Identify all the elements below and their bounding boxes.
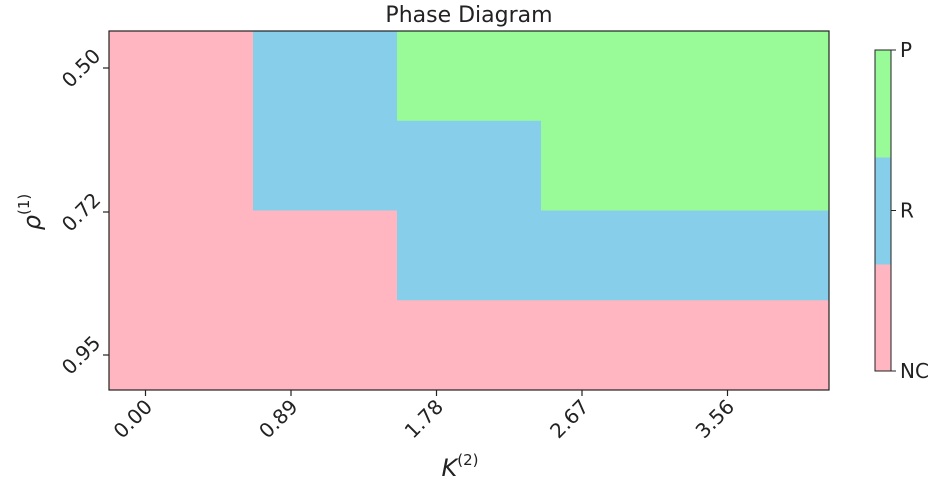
y-axis-label-superscript: (1)	[15, 194, 33, 215]
x-axis-ticks: 0.00 0.89 1.78 2.67 3.56	[109, 390, 739, 443]
colorbar-label-r: R	[900, 199, 914, 223]
y-axis-label-main: ρ	[18, 215, 46, 230]
heatmap-cell-r0-c3-p	[541, 31, 686, 122]
heatmap-cell-r1-c2-r	[397, 120, 542, 211]
y-tick-label: 0.50	[57, 44, 105, 92]
colorbar-segment-r	[875, 157, 891, 265]
heatmap-cell-r1-c1-r	[253, 120, 398, 211]
x-tick-label: 1.78	[400, 395, 448, 443]
heatmap-cell-r3-c4-nc	[685, 300, 830, 391]
heatmap-cell-r3-c1-nc	[253, 300, 398, 391]
colorbar-label-p: P	[900, 38, 912, 62]
heatmap-cell-r2-c0-nc	[109, 210, 254, 301]
colorbar-label-nc: NC	[900, 359, 929, 383]
heatmap-cell-r0-c0-nc	[109, 31, 254, 122]
colorbar: NC R P	[874, 38, 929, 383]
heatmap-cell-r0-c1-r	[253, 31, 398, 122]
heatmap-cell-r1-c0-nc	[109, 120, 254, 211]
x-tick-label: 2.67	[545, 395, 593, 443]
chart-title: Phase Diagram	[385, 3, 552, 28]
y-tick-label: 0.72	[57, 188, 105, 236]
heatmap-cell-r2-c2-r	[397, 210, 542, 301]
heatmap-cell-r0-c4-p	[685, 31, 830, 122]
heatmap-cell-r2-c1-nc	[253, 210, 398, 301]
x-tick-label: 0.89	[254, 395, 302, 443]
colorbar-segment-p	[875, 50, 891, 158]
heatmap-cell-r3-c3-nc	[541, 300, 686, 391]
x-axis-label-superscript: (2)	[457, 451, 478, 469]
y-axis-ticks: 0.50 0.72 0.95	[57, 44, 109, 379]
x-axis-label: K(2)	[442, 451, 479, 482]
heatmap-cell-r1-c4-p	[685, 120, 830, 211]
heatmap-cell-r2-c4-r	[685, 210, 830, 301]
heatmap-cell-r3-c2-nc	[397, 300, 542, 391]
heatmap-cell-r3-c0-nc	[109, 300, 254, 391]
heatmap-cell-r1-c3-p	[541, 120, 686, 211]
x-tick-label: 3.56	[691, 395, 739, 443]
x-tick-label: 0.00	[109, 395, 157, 443]
y-axis-label: ρ(1)	[15, 194, 46, 230]
heatmap-cell-r0-c2-p	[397, 31, 542, 122]
plot-frame	[108, 30, 830, 391]
y-tick-label: 0.95	[57, 331, 105, 379]
heatmap-cells	[109, 31, 830, 391]
colorbar-segment-nc	[875, 264, 891, 372]
x-axis-label-main: K	[442, 454, 460, 482]
heatmap-cell-r2-c3-r	[541, 210, 686, 301]
